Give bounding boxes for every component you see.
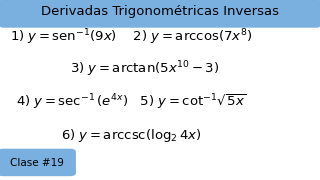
FancyBboxPatch shape [0,0,320,27]
Text: 6) $y = \mathrm{arccsc}(\log_2 4x)$: 6) $y = \mathrm{arccsc}(\log_2 4x)$ [61,127,201,143]
Text: 4) $y = \sec^{-1}(e^{4x})$   5) $y = \cot^{-1}\!\sqrt{5x}$: 4) $y = \sec^{-1}(e^{4x})$ 5) $y = \cot^… [16,93,247,112]
Text: Clase #19: Clase #19 [10,158,64,168]
FancyBboxPatch shape [0,149,75,176]
Text: 1) $y = \mathrm{sen}^{-1}(9x)$    2) $y = \arccos(7x^{8})$: 1) $y = \mathrm{sen}^{-1}(9x)$ 2) $y = \… [10,27,252,47]
Text: Derivadas Trigonométricas Inversas: Derivadas Trigonométricas Inversas [41,5,279,18]
Text: 3) $y = \arctan(5x^{10} - 3)$: 3) $y = \arctan(5x^{10} - 3)$ [70,60,220,79]
